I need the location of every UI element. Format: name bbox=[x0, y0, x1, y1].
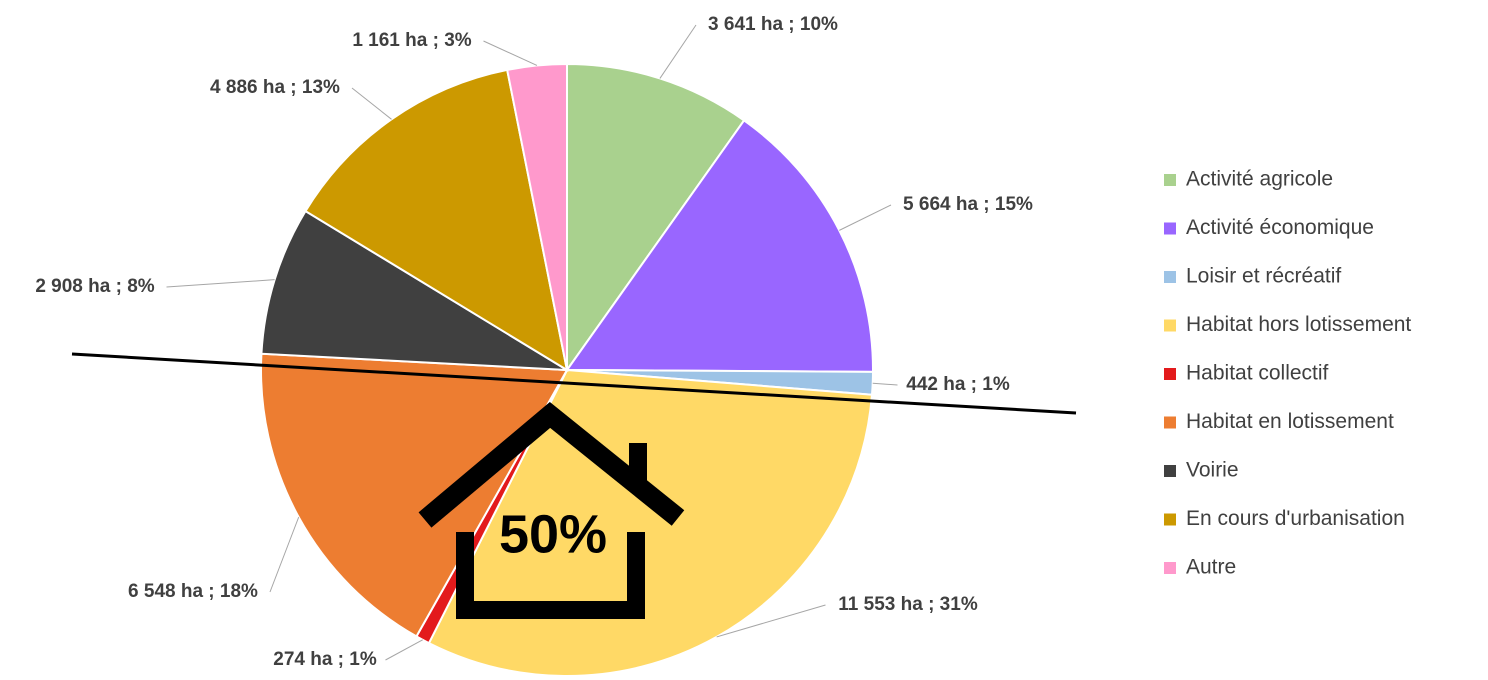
legend-swatch bbox=[1164, 465, 1176, 477]
leader-line bbox=[872, 382, 898, 386]
legend-swatch bbox=[1164, 271, 1176, 283]
legend-label: Habitat collectif bbox=[1186, 362, 1329, 385]
data-label: 3 641 ha ; 10% bbox=[708, 14, 838, 35]
legend-swatch bbox=[1164, 416, 1176, 429]
legend-swatch bbox=[1164, 222, 1176, 235]
data-label: 274 ha ; 1% bbox=[273, 649, 377, 670]
data-label: 4 886 ha ; 13% bbox=[210, 77, 340, 98]
data-label: 1 161 ha ; 3% bbox=[352, 30, 471, 51]
data-label: 442 ha ; 1% bbox=[906, 374, 1010, 395]
legend-swatch bbox=[1164, 562, 1176, 574]
legend-label: Autre bbox=[1186, 556, 1236, 579]
legend-label: Loisir et récréatif bbox=[1186, 265, 1341, 288]
leader-line bbox=[483, 40, 538, 66]
legend-label: Habitat en lotissement bbox=[1186, 410, 1394, 433]
pie-slice bbox=[566, 62, 746, 374]
house-icon bbox=[418, 402, 685, 619]
leader-line bbox=[659, 24, 697, 79]
legend-swatch bbox=[1164, 319, 1176, 332]
data-label: 6 548 ha ; 18% bbox=[128, 581, 258, 602]
leader-line bbox=[716, 604, 826, 638]
data-label: 5 664 ha ; 15% bbox=[903, 194, 1033, 215]
data-label: 2 908 ha ; 8% bbox=[35, 276, 154, 297]
leader-line bbox=[269, 516, 300, 593]
legend-label: Habitat hors lotissement bbox=[1186, 313, 1411, 336]
pie-slice bbox=[260, 352, 569, 638]
pie-slice bbox=[506, 62, 568, 371]
pie-slice bbox=[260, 209, 568, 371]
leader-line bbox=[351, 87, 392, 120]
leader-line bbox=[385, 639, 423, 661]
legend-label: Activité agricole bbox=[1186, 168, 1333, 191]
legend-label: En cours d'urbanisation bbox=[1186, 507, 1405, 530]
divider-line bbox=[71, 352, 1077, 415]
leader-line bbox=[839, 204, 892, 231]
legend-swatch bbox=[1164, 513, 1176, 526]
legend-swatch bbox=[1164, 174, 1176, 186]
data-label: 11 553 ha ; 31% bbox=[838, 594, 978, 615]
pie-slice bbox=[565, 119, 874, 373]
leader-line bbox=[166, 279, 275, 288]
legend-label: Voirie bbox=[1186, 459, 1239, 482]
legend-label: Activité économique bbox=[1186, 216, 1374, 239]
annotation: 50% bbox=[499, 504, 607, 564]
legend-swatch bbox=[1164, 368, 1176, 380]
